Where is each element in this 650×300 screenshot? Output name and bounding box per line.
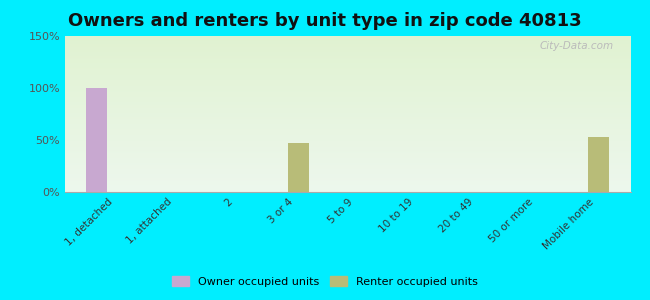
Text: Owners and renters by unit type in zip code 40813: Owners and renters by unit type in zip c…: [68, 12, 582, 30]
Text: City-Data.com: City-Data.com: [540, 41, 614, 51]
Bar: [86, 88, 107, 192]
Legend: Owner occupied units, Renter occupied units: Owner occupied units, Renter occupied un…: [168, 272, 482, 291]
Bar: [588, 137, 610, 192]
Bar: [287, 143, 309, 192]
